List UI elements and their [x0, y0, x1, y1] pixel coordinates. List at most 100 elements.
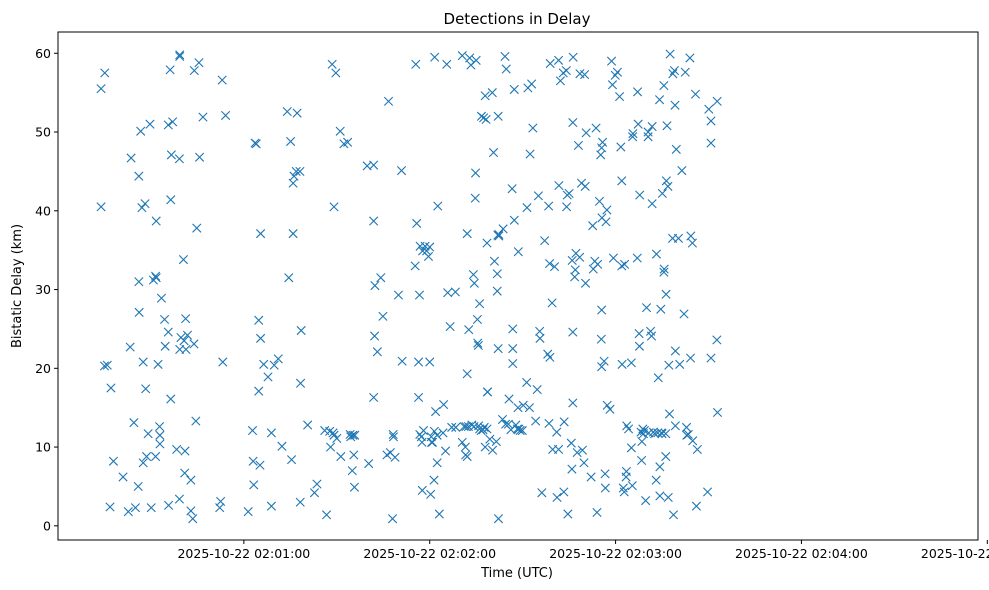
- detection-point: [641, 496, 651, 506]
- detection-point: [692, 444, 702, 455]
- detection-point: [439, 399, 449, 410]
- detection-point: [150, 451, 161, 462]
- detection-point: [327, 59, 337, 69]
- detection-point: [547, 298, 557, 308]
- detection-point: [668, 510, 679, 520]
- detection-point: [488, 147, 499, 158]
- detection-point: [492, 269, 502, 279]
- detection-point: [704, 104, 714, 114]
- plot-area: [58, 32, 978, 540]
- detection-point: [628, 129, 638, 139]
- detection-point: [681, 422, 692, 432]
- detection-point: [163, 327, 173, 337]
- detection-point: [552, 427, 562, 437]
- detection-point: [126, 153, 136, 163]
- detection-point: [617, 261, 627, 271]
- detection-point: [487, 88, 497, 98]
- detection-point: [194, 152, 205, 162]
- detection-point: [175, 51, 185, 62]
- y-tick-label: 30: [35, 282, 51, 297]
- detection-point: [568, 398, 578, 408]
- y-tick-label: 60: [35, 46, 51, 61]
- detection-point: [601, 217, 611, 227]
- detection-point: [651, 475, 661, 485]
- detection-point: [493, 111, 503, 121]
- detection-point: [621, 466, 632, 477]
- y-axis-label: Bistatic Delay (km): [10, 224, 25, 348]
- detection-point: [180, 446, 190, 456]
- detection-point: [291, 166, 301, 176]
- chart-title: Detections in Delay: [444, 10, 591, 28]
- detection-point: [482, 238, 492, 248]
- detection-point: [370, 281, 380, 291]
- detection-point: [633, 119, 643, 129]
- y-axis: 0 10 20 30 40 50 60: [35, 46, 58, 533]
- detection-point: [632, 87, 643, 97]
- detection-point: [160, 341, 170, 351]
- detection-point: [243, 507, 253, 517]
- detection-point: [639, 425, 649, 436]
- detection-point: [329, 202, 339, 212]
- detection-point: [479, 113, 489, 123]
- detection-point: [178, 255, 189, 265]
- detection-point: [568, 117, 578, 128]
- detection-point: [364, 459, 374, 469]
- detection-point: [572, 447, 582, 458]
- detection-point: [216, 496, 226, 506]
- detection-point: [544, 418, 554, 429]
- detection-point: [653, 373, 663, 383]
- detection-point: [388, 429, 398, 440]
- detection-point: [151, 216, 161, 226]
- detection-point: [194, 58, 204, 68]
- detection-point: [706, 116, 716, 126]
- detection-point: [255, 333, 266, 343]
- detection-point: [573, 140, 583, 151]
- y-tick-label: 0: [43, 518, 51, 533]
- detection-point: [643, 132, 653, 142]
- detection-point: [488, 445, 498, 455]
- detection-point: [218, 357, 228, 367]
- detection-point: [130, 503, 141, 513]
- detection-point: [706, 138, 716, 148]
- detection-point: [155, 421, 165, 432]
- detection-point: [544, 201, 554, 211]
- detection-point: [125, 342, 135, 352]
- detection-point: [247, 425, 258, 436]
- detection-point: [498, 224, 508, 234]
- detection-point: [295, 166, 305, 176]
- detection-point: [347, 466, 357, 476]
- detection-point: [186, 475, 196, 485]
- detection-point: [568, 327, 578, 337]
- detection-point: [413, 392, 424, 403]
- detection-point: [141, 384, 151, 394]
- detection-point: [459, 421, 469, 432]
- detection-point: [553, 444, 564, 455]
- detection-point: [414, 290, 425, 300]
- detection-point: [599, 356, 609, 366]
- detection-point: [522, 203, 532, 213]
- detection-point: [540, 236, 550, 246]
- detection-point: [295, 497, 305, 507]
- detection-point: [123, 507, 133, 517]
- detection-point: [508, 358, 518, 369]
- detection-point: [623, 424, 634, 434]
- detection-point: [497, 414, 508, 425]
- detection-point: [134, 171, 144, 181]
- detection-point: [266, 501, 277, 511]
- detection-point: [626, 358, 636, 368]
- detection-point: [289, 171, 299, 181]
- detection-point: [263, 372, 273, 382]
- detection-point: [545, 258, 555, 269]
- detection-point: [503, 419, 513, 429]
- detection-point: [369, 160, 379, 170]
- detection-point: [100, 68, 110, 78]
- detection-point: [134, 277, 144, 287]
- detection-point: [182, 330, 193, 340]
- detection-point: [423, 251, 434, 262]
- detection-point: [627, 481, 637, 491]
- detection-point: [191, 416, 201, 426]
- detection-point: [427, 437, 438, 447]
- detection-point: [343, 137, 353, 147]
- detection-point: [251, 139, 261, 149]
- detection-point: [545, 58, 555, 69]
